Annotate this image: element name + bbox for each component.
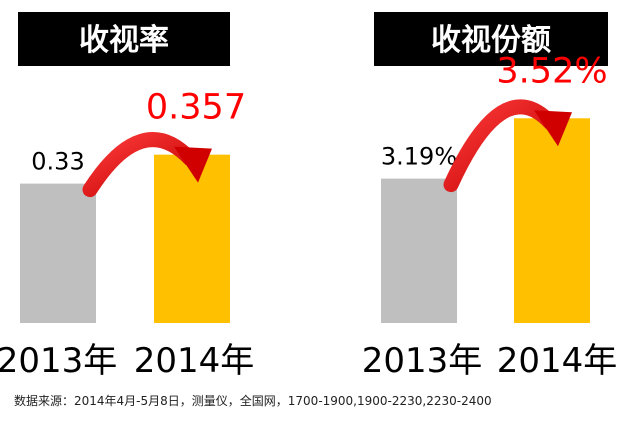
bar-2013年 <box>20 183 96 323</box>
chart-panel-2: 收视份额 2013年 2014年 3.19% 3.52% <box>362 12 618 381</box>
bar-2014年 <box>154 154 230 323</box>
x-tick-label: 2014年 <box>134 341 255 381</box>
x-tick-label: 2013年 <box>362 341 483 381</box>
bar-2013年 <box>381 178 457 323</box>
data-label-2014: 0.357 <box>146 88 246 128</box>
chart-title: 收视率 <box>79 23 169 58</box>
chart-title-banner <box>374 12 608 66</box>
chart-panel-1: 收视率 2013年 2014年 0.33 0.357 <box>0 12 254 381</box>
footnote-source: 数据来源：2014年4月-5月8日，测量仪，全国网，1700-1900,1900… <box>14 394 492 408</box>
bar-2014年 <box>514 118 590 323</box>
chart-title-banner <box>18 12 230 66</box>
x-tick-label: 2013年 <box>0 341 117 381</box>
growth-arrow-head <box>174 146 212 183</box>
data-label-2013: 0.33 <box>31 148 84 176</box>
growth-arrow-head <box>534 110 572 147</box>
x-tick-label: 2014年 <box>497 341 618 381</box>
data-label-2014: 3.52% <box>496 51 607 91</box>
data-label-2013: 3.19% <box>381 143 457 171</box>
chart-title: 收视份额 <box>431 23 551 58</box>
